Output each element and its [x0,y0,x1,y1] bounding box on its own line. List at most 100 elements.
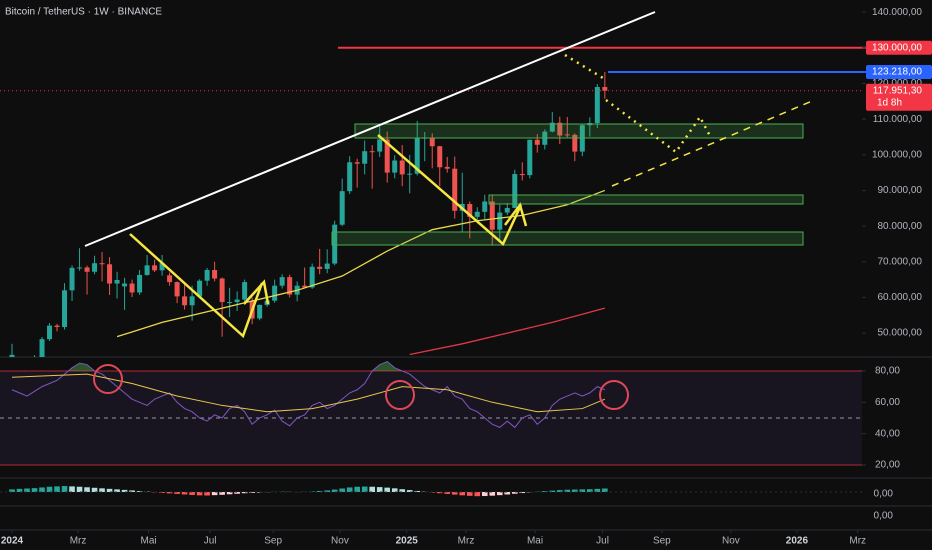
macd-bar [9,489,15,492]
candle-body [182,296,188,306]
macd-bar [331,489,338,492]
macd-bar [121,489,128,492]
candle-body [309,266,315,288]
candle-body [159,263,165,271]
axes: 140.000,00 130.000,00 120.000,00 110.000,00… [1,7,932,547]
zigzag [243,279,270,305]
candle-body [362,151,368,164]
candle-body [557,122,563,136]
candle-body [594,87,600,124]
macd-bar [234,492,240,494]
macd-bar [84,487,90,492]
candle-body [84,267,90,272]
macd-bar [24,488,30,492]
candle-body [414,138,420,174]
y-tick-label: 80.000,00 [878,221,923,232]
macd-bar [61,486,68,492]
zone-box [354,123,804,139]
current-price-box [866,83,932,111]
candle-body [167,275,173,283]
macd-bar [309,491,315,492]
x-tick-label: 2025 [396,536,419,547]
candle-body [137,274,143,293]
candle-body [399,160,405,175]
x-tick-label: Nov [722,536,740,547]
projection [611,100,813,187]
candle-body [489,201,495,230]
candle-body [452,168,458,211]
macd-bar [354,486,360,492]
level-label-box [866,40,932,55]
rsi-pane [0,360,862,466]
macd-bar [136,491,143,492]
macd-bar [31,488,38,492]
macd-bar [602,488,608,492]
candle-body [602,87,608,91]
macd-bar [496,492,503,496]
macd-bar [346,487,353,492]
drawings [84,11,813,339]
macd-bar [39,487,45,492]
candle-body [144,265,150,275]
zigzag [129,233,264,339]
macd-bar [459,492,466,496]
x-tick-label: Mrz [70,536,87,547]
moving-average [116,189,606,338]
rsi-ma-line [11,373,606,413]
macd-bar [549,490,556,492]
macd-bar [391,488,398,492]
macd-bar [166,492,173,494]
candle-body [497,212,503,230]
y-tick-label: 120.000,00 [872,78,922,89]
candle-body [332,224,338,264]
candle-body [114,279,120,284]
candle-body [99,263,105,265]
projection [564,53,604,80]
macd-bar [46,486,53,492]
y-tick-label: 70.000,00 [878,256,923,267]
candle-body [384,139,390,173]
projection [605,98,712,154]
zigzag [504,202,528,227]
candle-body [564,134,570,136]
y-tick-label: 140.000,00 [872,7,922,18]
y-tick-label: 80,00 [875,366,900,377]
y-tick-label: 60.000,00 [878,292,923,303]
macd-bar [54,486,60,492]
macd-bar [241,492,248,494]
macd-bar [504,492,511,495]
macd-bar [211,492,218,496]
macd-bar [564,489,571,492]
macd-bar [436,492,443,494]
zone-box [488,194,804,205]
macd-bar [174,492,180,494]
macd-bar [429,492,436,493]
candle-body [504,207,510,213]
macd-bar [99,488,105,492]
macd-bar [511,492,518,494]
macd-bar [339,488,345,492]
candle-body [62,290,68,328]
candle-body [9,354,15,357]
candle-body [467,204,473,217]
candle-body [549,122,555,132]
candle-body [572,134,578,152]
candle-body [302,285,308,288]
macd-bar [579,489,586,492]
y-tick-label: 90.000,00 [878,185,923,196]
macd-bar [76,486,83,492]
countdown-label: 1d 8h [877,97,902,108]
y-tick-label: 0,00 [874,489,894,500]
candle-body [39,339,45,357]
macd-bar [519,492,526,494]
candle-body [234,299,240,303]
candle-body [189,296,195,306]
candle-body [534,139,540,145]
macd-bar [369,486,375,492]
candle-body [242,282,248,300]
candle-body [197,280,203,297]
candle-body [519,174,525,176]
macd-bar [474,492,481,497]
